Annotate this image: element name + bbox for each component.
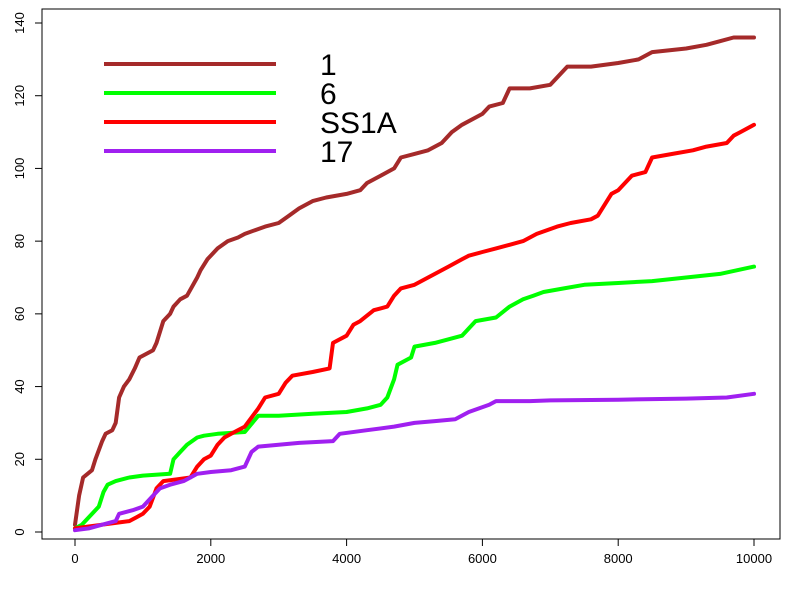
series-line-3 xyxy=(73,391,756,533)
axes: 0 2000 4000 6000 8000 10000 0 20 40 60 80 100 120 140 xyxy=(12,12,772,566)
y-tick-label: 140 xyxy=(12,12,27,34)
x-tick-label: 8000 xyxy=(604,551,633,566)
x-tick-label: 10000 xyxy=(736,551,772,566)
legend-label-3: 17 xyxy=(320,136,353,169)
y-tick-label: 60 xyxy=(12,307,27,321)
plot-frame xyxy=(41,8,781,540)
series-line-2 xyxy=(73,122,756,531)
legend-label-0: 1 xyxy=(320,49,337,82)
x-tick-label: 2000 xyxy=(196,551,225,566)
y-tick-label: 0 xyxy=(12,528,27,535)
legend-label-2: SS1A xyxy=(320,107,397,140)
series-line-1 xyxy=(73,264,756,531)
series-line-0 xyxy=(73,35,756,527)
series-layer xyxy=(73,35,756,533)
y-tick-label: 120 xyxy=(12,85,27,107)
x-tick-label: 0 xyxy=(71,551,78,566)
x-tick-label: 6000 xyxy=(468,551,497,566)
x-tick-label: 4000 xyxy=(332,551,361,566)
y-tick-label: 80 xyxy=(12,234,27,248)
legend-label-1: 6 xyxy=(320,78,337,111)
y-tick-label: 40 xyxy=(12,379,27,393)
y-tick-label: 20 xyxy=(12,452,27,466)
y-tick-label: 100 xyxy=(12,158,27,180)
